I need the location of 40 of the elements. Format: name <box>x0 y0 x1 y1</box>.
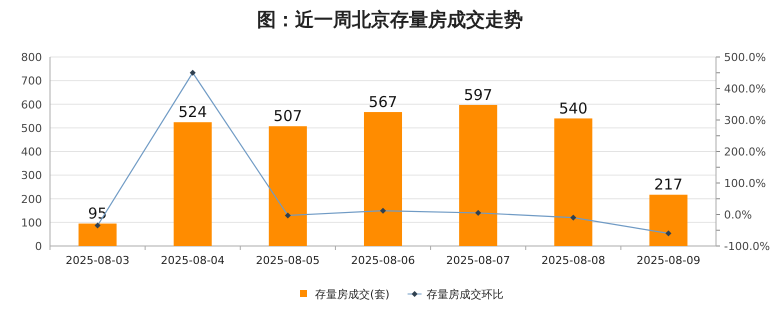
y-tick-label: 500 <box>21 122 42 135</box>
x-tick-label: 2025-08-06 <box>351 254 415 267</box>
x-tick-label: 2025-08-09 <box>636 254 700 267</box>
bar <box>554 118 592 246</box>
data-label: 507 <box>274 107 302 126</box>
x-tick-label: 2025-08-08 <box>541 254 606 267</box>
x-tick-label: 2025-08-03 <box>66 254 130 267</box>
chart-title: 图：近一周北京存量房成交走势 <box>257 9 523 31</box>
y-tick-label: 100 <box>21 216 42 230</box>
y-tick-label: 700 <box>21 74 42 88</box>
y2-tick-label: -100.0% <box>724 240 770 253</box>
y-tick-label: 800 <box>21 51 42 64</box>
data-label: 524 <box>178 103 208 122</box>
bar <box>649 194 688 246</box>
y2-tick-label: 400.0% <box>724 82 766 96</box>
data-label: 95 <box>88 204 108 223</box>
x-tick-label: 2025-08-05 <box>256 254 320 267</box>
y2-tick-label: 100.0% <box>724 177 766 190</box>
data-label: 217 <box>654 176 683 194</box>
data-label: 567 <box>368 93 398 112</box>
y-tick-label: 0 <box>35 240 42 253</box>
data-label: 540 <box>558 99 588 118</box>
y-tick-label: 300 <box>21 169 42 182</box>
y-tick-label: 400 <box>21 146 42 158</box>
bar <box>174 122 212 246</box>
y-tick-label: 200 <box>21 192 42 206</box>
legend-label: 存量房成交环比 <box>426 288 504 301</box>
legend-label: 存量房成交(套) <box>315 288 390 301</box>
y2-tick-label: 0.0% <box>724 208 752 222</box>
data-label: 597 <box>464 86 492 104</box>
bar <box>364 112 402 246</box>
bar <box>268 126 307 246</box>
x-tick-label: 2025-08-04 <box>160 254 225 267</box>
x-tick-label: 2025-08-07 <box>446 254 510 267</box>
bar <box>78 224 117 246</box>
bar <box>459 104 498 246</box>
y2-tick-label: 300.0% <box>724 114 766 127</box>
y2-tick-label: 200.0% <box>724 146 766 158</box>
y-tick-label: 600 <box>21 98 42 112</box>
y2-tick-label: 500.0% <box>724 51 766 64</box>
